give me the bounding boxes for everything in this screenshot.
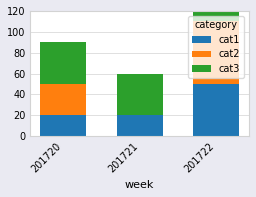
Bar bbox=[40, 42, 86, 84]
X-axis label: week: week bbox=[125, 180, 154, 190]
Bar bbox=[193, 21, 239, 84]
Bar bbox=[40, 115, 86, 136]
Bar bbox=[40, 84, 86, 115]
Bar bbox=[117, 74, 163, 115]
Bar bbox=[193, 11, 239, 21]
Bar bbox=[117, 115, 163, 136]
Bar bbox=[193, 84, 239, 136]
Legend: cat1, cat2, cat3: cat1, cat2, cat3 bbox=[188, 16, 244, 78]
